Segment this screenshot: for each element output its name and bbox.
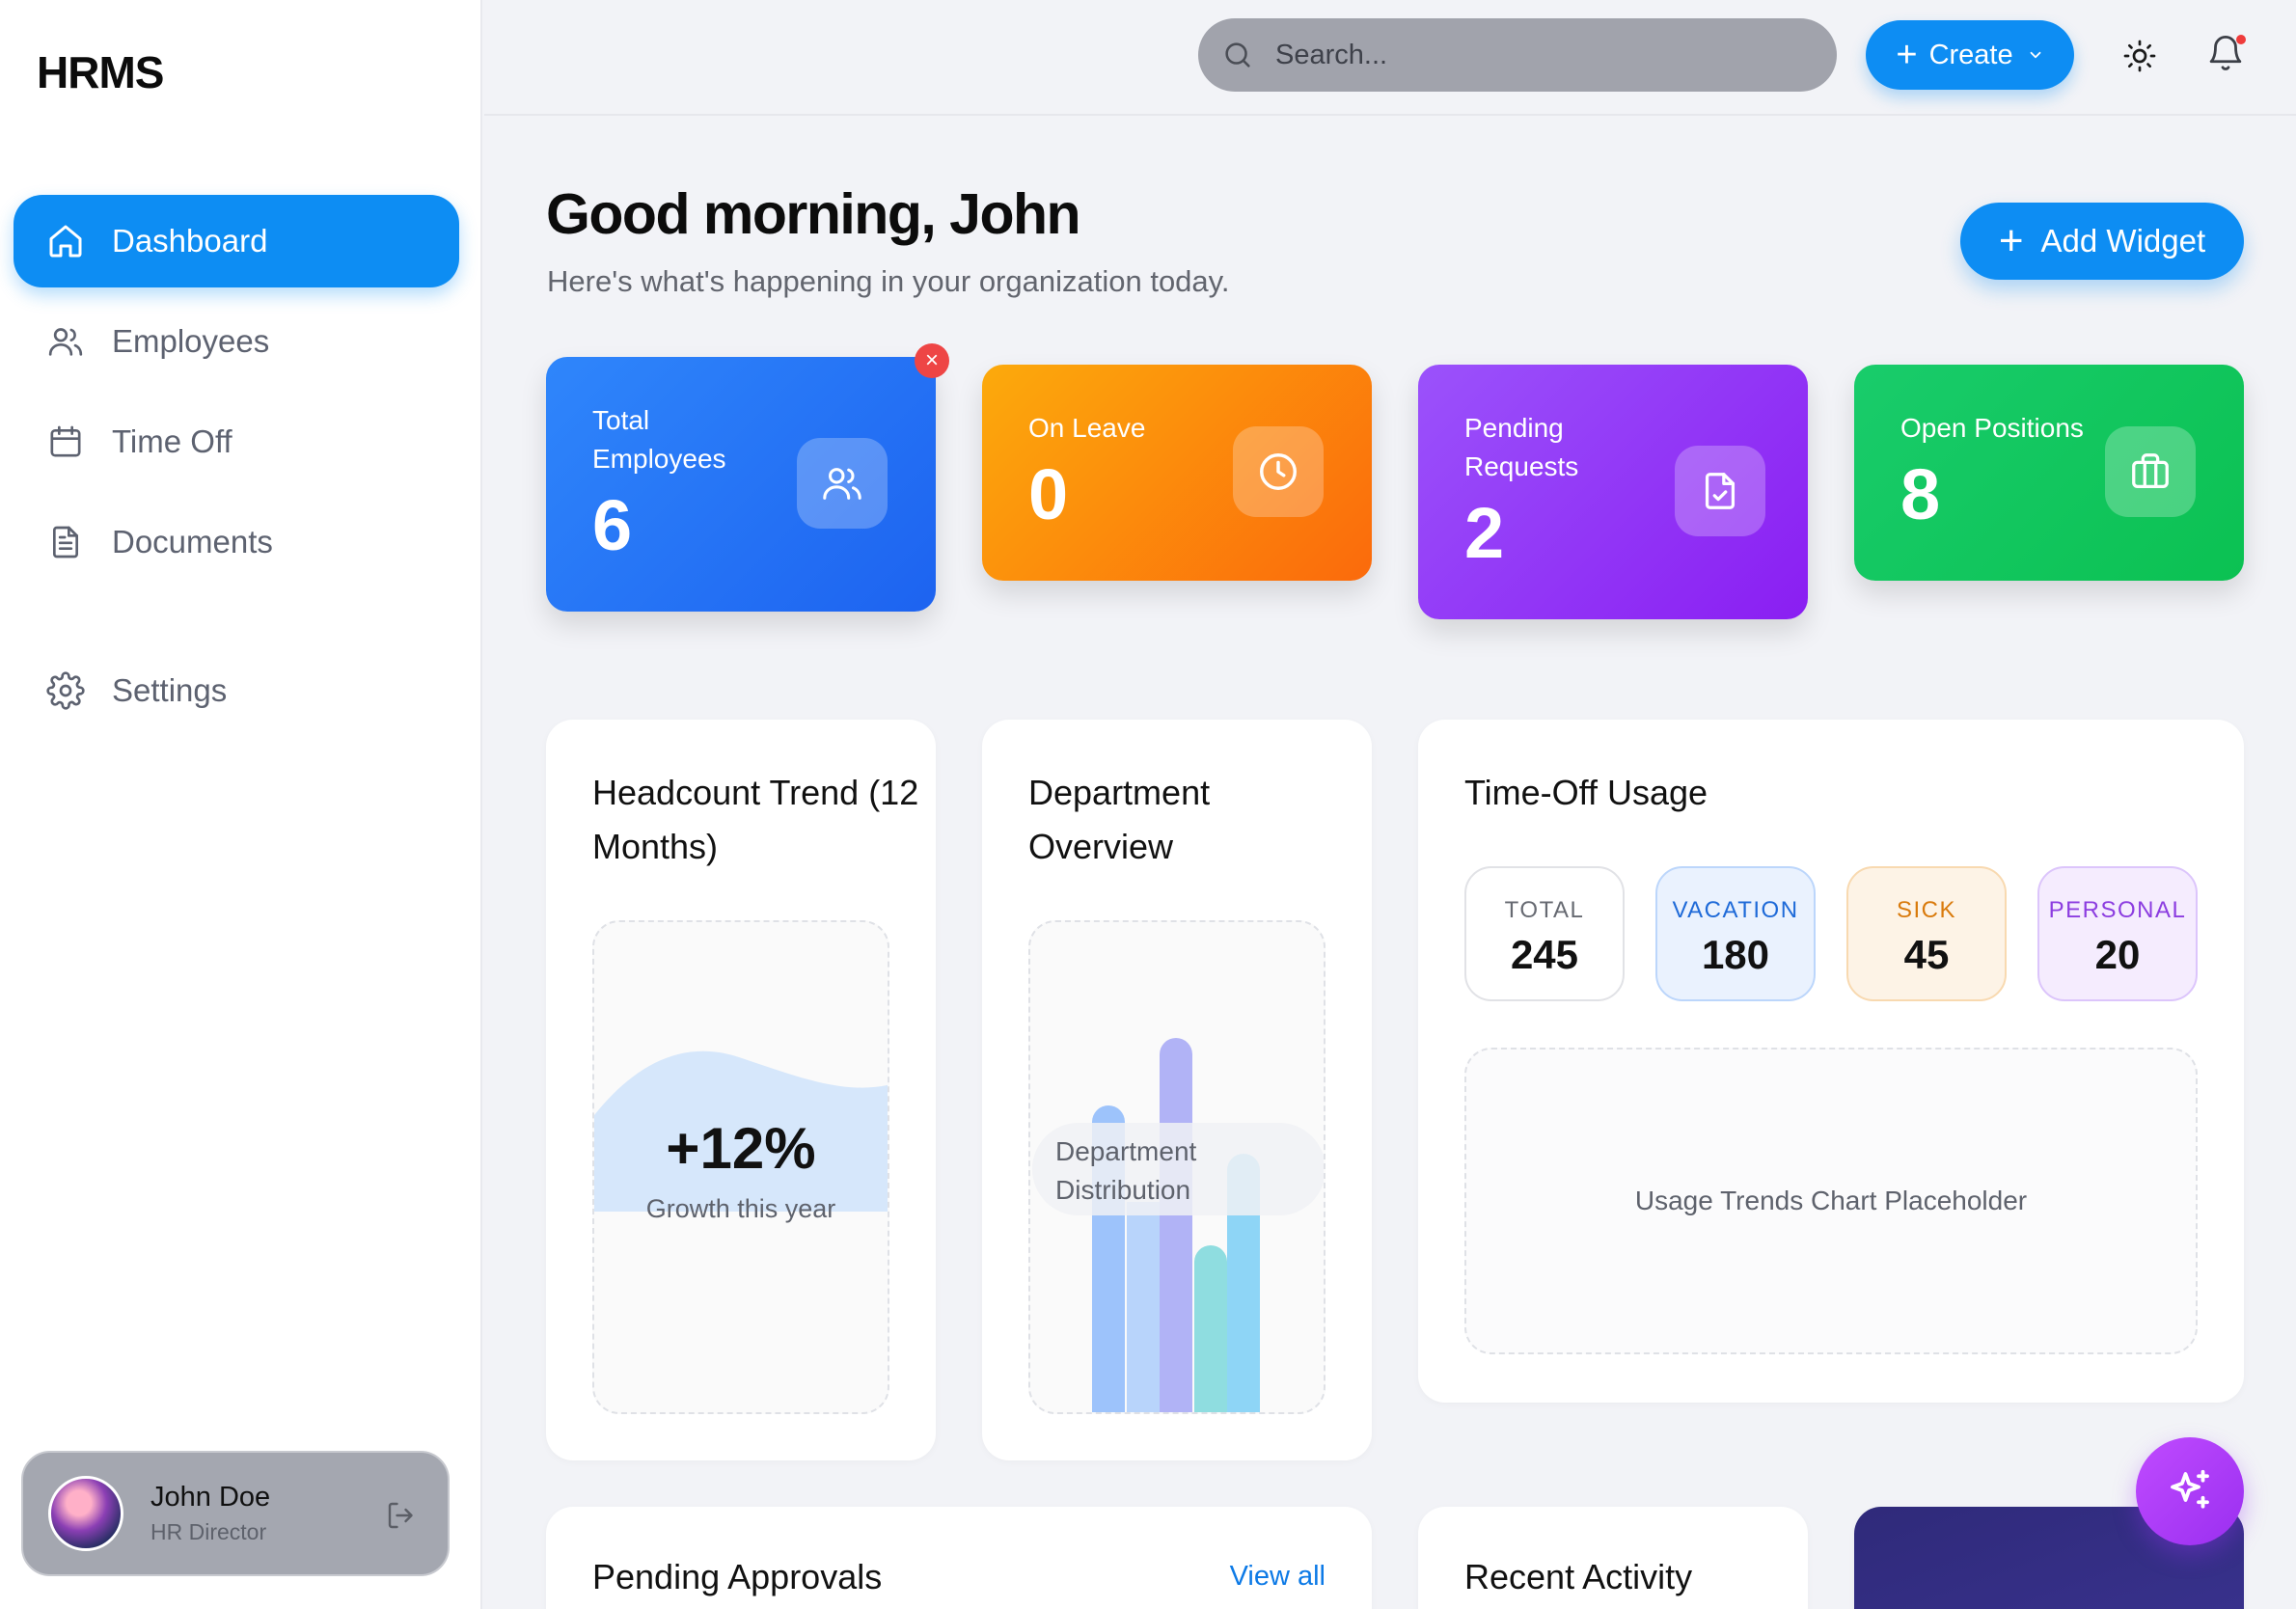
stat-icon-box xyxy=(797,438,888,529)
plus-icon: + xyxy=(1896,35,1918,75)
search-bar[interactable] xyxy=(1198,18,1837,92)
avatar[interactable] xyxy=(48,1476,123,1551)
home-icon xyxy=(46,222,85,260)
remove-widget-button[interactable]: × xyxy=(915,343,949,378)
topbar: + Create xyxy=(484,0,2296,116)
chip-key: TOTAL xyxy=(1504,897,1585,923)
create-label: Create xyxy=(1928,39,2013,70)
view-all-link[interactable]: View all xyxy=(1229,1561,1326,1592)
stat-value: 6 xyxy=(592,485,633,565)
sidebar-item-dashboard[interactable]: Dashboard xyxy=(14,195,459,287)
time-off-chip-sick[interactable]: SICK 45 xyxy=(1846,866,2007,1001)
widget-title: Pending Approvals xyxy=(592,1557,883,1596)
recent-activity-widget: Recent Activity xyxy=(1418,1507,1808,1609)
notification-dot xyxy=(2236,35,2246,44)
sparkle-icon xyxy=(2171,1469,2209,1509)
chip-value: 180 xyxy=(1701,932,1770,977)
stat-label: Open Positions xyxy=(1900,413,2084,443)
users-icon xyxy=(823,468,861,500)
briefcase-icon xyxy=(2132,453,2169,488)
stat-card-on-leave[interactable]: On Leave 0 xyxy=(982,365,1372,581)
sidebar-item-documents[interactable]: Documents xyxy=(14,496,459,588)
file-check-icon xyxy=(1705,473,1736,509)
sidebar: HRMS Dashboard Employees Time Off Docume… xyxy=(0,0,482,1609)
user-meta: John Doe HR Director xyxy=(150,1482,270,1545)
department-chart-area: Department Distribution xyxy=(1028,920,1326,1414)
headcount-wave xyxy=(594,1050,888,1212)
user-role: HR Director xyxy=(150,1519,267,1544)
document-icon xyxy=(46,523,85,561)
stat-label: On Leave xyxy=(1028,413,1146,443)
bell-icon[interactable] xyxy=(2205,33,2246,73)
sidebar-item-label: Dashboard xyxy=(112,223,268,259)
add-widget-button[interactable]: + Add Widget xyxy=(1960,203,2244,280)
widget-title: Time-Off Usage xyxy=(1464,773,1708,812)
sidebar-item-label: Settings xyxy=(112,672,228,708)
headcount-trend-widget: Headcount Trend (12 Months) +12% Growth … xyxy=(546,720,936,1460)
plus-icon: + xyxy=(1998,217,2024,264)
widget-title: Headcount Trend (12 Months) xyxy=(592,773,919,866)
headcount-chart-area: +12% Growth this year xyxy=(592,920,889,1414)
chip-key: VACATION xyxy=(1672,897,1799,923)
chevron-down-icon xyxy=(2030,51,2041,59)
stat-card-pending-requests[interactable]: Pending Requests 2 xyxy=(1418,365,1808,619)
sun-icon[interactable] xyxy=(2122,39,2157,73)
sidebar-nav: Dashboard Employees Time Off Documents xyxy=(14,195,459,745)
widget-title: Recent Activity xyxy=(1464,1557,1693,1596)
stat-label: Total Employees xyxy=(592,405,726,474)
page-title: Good morning, John xyxy=(546,182,1081,246)
sidebar-item-label: Time Off xyxy=(112,423,232,459)
time-off-chip-total[interactable]: TOTAL 245 xyxy=(1464,866,1625,1001)
stat-value: 8 xyxy=(1900,454,1941,534)
nav-spacer xyxy=(14,596,459,644)
sidebar-item-employees[interactable]: Employees xyxy=(14,295,459,388)
sidebar-item-label: Employees xyxy=(112,323,270,359)
user-profile-card[interactable]: John Doe HR Director xyxy=(21,1451,450,1576)
search-input[interactable] xyxy=(1275,39,1816,71)
growth-value: +12% xyxy=(666,1116,816,1181)
widget-title: Department Overview xyxy=(1028,773,1211,866)
stat-value: 0 xyxy=(1028,454,1069,534)
usage-trends-placeholder: Usage Trends Chart Placeholder xyxy=(1464,1048,2198,1354)
create-button[interactable]: + Create xyxy=(1866,20,2074,90)
calendar-icon xyxy=(46,423,85,461)
logout-icon[interactable] xyxy=(384,1498,419,1533)
sidebar-item-settings[interactable]: Settings xyxy=(14,644,459,737)
brand-logo[interactable]: HRMS xyxy=(37,47,164,97)
chip-value: 45 xyxy=(1903,932,1950,977)
page-subtitle: Here's what's happening in your organiza… xyxy=(547,264,1230,298)
search-icon xyxy=(1225,42,1250,68)
stat-card-open-positions[interactable]: Open Positions 8 xyxy=(1854,365,2244,581)
department-distribution-label: Department Distribution xyxy=(1032,1123,1324,1215)
stat-icon-box xyxy=(1233,426,1324,517)
gear-icon xyxy=(46,671,85,710)
chip-value: 20 xyxy=(2094,932,2141,977)
users-icon xyxy=(46,322,85,361)
user-name: John Doe xyxy=(150,1482,271,1513)
chip-value: 245 xyxy=(1510,932,1579,977)
pending-approvals-widget: Pending Approvals View all xyxy=(546,1507,1372,1609)
chip-key: SICK xyxy=(1896,897,1956,923)
stat-value: 2 xyxy=(1464,493,1505,573)
time-off-usage-widget: Time-Off Usage TOTAL 245 VACATION 180 SI… xyxy=(1418,720,2244,1403)
department-overview-widget: Department Overview Department Distribut… xyxy=(982,720,1372,1460)
growth-caption: Growth this year xyxy=(645,1194,836,1223)
time-off-chip-personal[interactable]: PERSONAL 20 xyxy=(2037,866,2198,1001)
sidebar-item-label: Documents xyxy=(112,524,273,559)
stat-icon-box xyxy=(2105,426,2196,517)
clock-icon xyxy=(1260,453,1297,490)
stat-card-total-employees[interactable]: Total Employees 6 × xyxy=(546,343,949,612)
sidebar-item-time-off[interactable]: Time Off xyxy=(14,395,459,488)
stat-label: Pending Requests xyxy=(1464,413,1579,481)
ai-assistant-button[interactable] xyxy=(2136,1437,2244,1545)
add-widget-label: Add Widget xyxy=(2040,223,2206,259)
chip-key: PERSONAL xyxy=(2048,897,2187,923)
stat-icon-box xyxy=(1675,446,1765,536)
time-off-chip-vacation[interactable]: VACATION 180 xyxy=(1655,866,1816,1001)
